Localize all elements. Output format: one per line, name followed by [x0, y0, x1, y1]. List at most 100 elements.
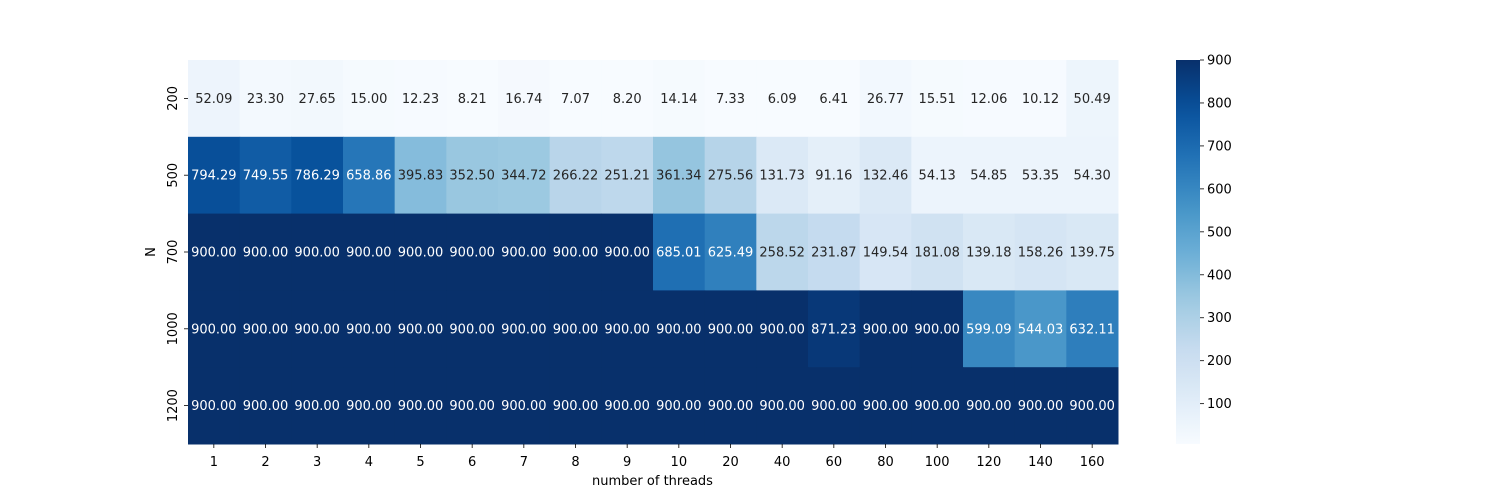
heatmap-cell	[343, 290, 396, 368]
heatmap-cell	[756, 367, 809, 445]
cell-value-label: 10.12	[1022, 92, 1059, 107]
x-tick-label: 7	[520, 455, 528, 470]
cell-value-label: 900.00	[243, 399, 289, 414]
x-tick-label: 160	[1080, 455, 1105, 470]
cell-value-label: 6.41	[819, 92, 848, 107]
heatmap-cell	[653, 367, 706, 445]
heatmap-cell	[446, 290, 499, 368]
cell-value-label: 900.00	[501, 322, 547, 337]
heatmap-cell	[963, 213, 1016, 291]
heatmap-cell	[549, 136, 602, 215]
y-tick-label: 500	[166, 163, 181, 188]
heatmap-cell	[446, 213, 499, 291]
cell-value-label: 139.18	[966, 246, 1012, 261]
cell-value-label: 352.50	[449, 169, 495, 184]
colorbar-ticks: 100 200 300 400 500 600 700 800 900	[1200, 54, 1232, 412]
heatmap-cell	[343, 136, 396, 215]
heatmap-cell	[601, 213, 654, 291]
heatmap-cell	[704, 290, 757, 368]
cell-value-label: 900.00	[243, 246, 289, 261]
cell-value-label: 794.29	[191, 169, 237, 184]
heatmap-cell	[704, 136, 757, 215]
heatmap-cell	[653, 290, 706, 368]
cell-value-label: 23.30	[247, 92, 284, 107]
heatmap-cell	[601, 367, 654, 445]
cell-value-labels: 52.09 23.30 27.65 15.00 12.23 8.21 16.74 7.07 8.…	[191, 92, 1115, 414]
heatmap-cell	[963, 367, 1016, 445]
colorbar-tick-label: 900	[1207, 54, 1232, 69]
colorbar-tick-label: 800	[1207, 96, 1232, 111]
heatmap-cell	[498, 60, 551, 138]
cell-value-label: 900.00	[449, 246, 495, 261]
x-tick-label: 40	[774, 455, 791, 470]
cell-value-label: 395.83	[398, 169, 444, 184]
y-tick-label: 700	[166, 240, 181, 265]
cell-value-label: 7.33	[716, 92, 745, 107]
x-tick-label: 10	[671, 455, 688, 470]
cell-value-label: 900.00	[708, 322, 754, 337]
heatmap-cell	[756, 60, 809, 138]
heatmap-cell	[498, 136, 551, 215]
cell-value-label: 900.00	[501, 399, 547, 414]
x-tick-label: 140	[1028, 455, 1053, 470]
cell-value-label: 900.00	[1018, 399, 1064, 414]
heatmap-cell	[704, 60, 757, 138]
y-tick-label: 1200	[166, 389, 181, 422]
heatmap-cells	[188, 60, 1119, 445]
cell-value-label: 900.00	[966, 399, 1012, 414]
heatmap-cell	[653, 213, 706, 291]
x-tick-label: 60	[826, 455, 843, 470]
cell-value-label: 900.00	[243, 322, 289, 337]
x-axis: 1 2 3 4 5 6 7 8 9 10 20 40 60 80 100 120 140 160	[210, 444, 1105, 470]
cell-value-label: 91.16	[815, 169, 852, 184]
heatmap-cell	[704, 213, 757, 291]
heatmap-cell	[188, 367, 241, 445]
heatmap-cell	[291, 60, 344, 138]
cell-value-label: 27.65	[299, 92, 336, 107]
cell-value-label: 900.00	[708, 399, 754, 414]
cell-value-label: 6.09	[768, 92, 797, 107]
colorbar-tick-label: 100	[1207, 397, 1232, 412]
cell-value-label: 900.00	[191, 246, 237, 261]
cell-value-label: 26.77	[867, 92, 904, 107]
colorbar-tick-label: 400	[1207, 268, 1232, 283]
heatmap-cell	[808, 60, 861, 138]
heatmap-cell	[963, 60, 1016, 138]
heatmap-cell	[188, 213, 241, 291]
heatmap-cell	[549, 290, 602, 368]
heatmap-cell	[188, 60, 241, 138]
cell-value-label: 900.00	[604, 322, 650, 337]
x-tick-label: 3	[313, 455, 321, 470]
heatmap-cell	[549, 60, 602, 138]
heatmap-cell	[291, 213, 344, 291]
cell-value-label: 231.87	[811, 246, 857, 261]
cell-value-label: 139.75	[1069, 246, 1115, 261]
heatmap-cell	[601, 60, 654, 138]
cell-value-label: 12.23	[402, 92, 439, 107]
cell-value-label: 900.00	[604, 246, 650, 261]
heatmap-cell	[756, 290, 809, 368]
cell-value-label: 900.00	[398, 322, 444, 337]
colorbar-tick-label: 200	[1207, 354, 1232, 369]
y-tick-label: 1000	[166, 312, 181, 345]
heatmap-cell	[239, 60, 292, 138]
heatmap-cell	[859, 60, 912, 138]
cell-value-label: 132.46	[863, 169, 909, 184]
cell-value-label: 900.00	[656, 322, 702, 337]
heatmap-cell	[239, 213, 292, 291]
heatmap-cell	[859, 213, 912, 291]
heatmap-cell	[446, 367, 499, 445]
cell-value-label: 900.00	[759, 322, 805, 337]
cell-value-label: 786.29	[294, 169, 340, 184]
heatmap-cell	[188, 290, 241, 368]
heatmap-cell	[549, 213, 602, 291]
cell-value-label: 900.00	[398, 246, 444, 261]
heatmap-cell	[859, 136, 912, 215]
cell-value-label: 54.85	[970, 169, 1007, 184]
cell-value-label: 266.22	[553, 169, 599, 184]
heatmap-cell	[1014, 60, 1067, 138]
heatmap-cell	[239, 290, 292, 368]
cell-value-label: 900.00	[346, 322, 392, 337]
cell-value-label: 158.26	[1018, 246, 1064, 261]
